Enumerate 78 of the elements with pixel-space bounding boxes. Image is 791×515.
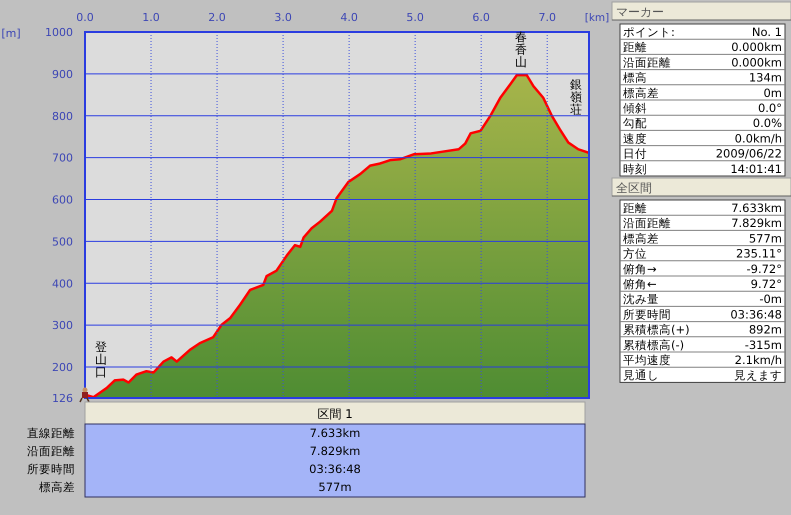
x-tick-label: 5.0 (406, 11, 424, 24)
text: 標高 (623, 70, 647, 85)
text: 日付 (623, 146, 647, 161)
text: 0m (763, 86, 782, 100)
text: 0.0km/h (734, 131, 782, 146)
text: 2.1km/h (734, 353, 782, 367)
text: 標高差 (623, 86, 659, 100)
text: 見通し (623, 368, 659, 382)
text: 892m (748, 322, 782, 337)
text: 所要時間 (27, 462, 75, 476)
text: 0.000km (731, 40, 782, 54)
text: 方位 (623, 246, 647, 261)
x-tick-label: 6.0 (472, 11, 490, 24)
text: 14:01:41 (730, 162, 782, 176)
text: 0.0% (752, 116, 782, 130)
text: 沿面距離 (27, 444, 75, 458)
text: 距離 (623, 201, 647, 215)
x-tick-label: 3.0 (274, 11, 292, 24)
text: 577m (318, 480, 352, 494)
text: 時刻 (623, 162, 647, 176)
text: 7.633km (310, 426, 360, 440)
text: 03:36:48 (309, 462, 361, 476)
y-tick-label: 300 (52, 319, 73, 332)
text: -0m (759, 292, 782, 306)
y-tick-label: 700 (52, 152, 73, 165)
text: 距離 (623, 40, 647, 54)
y-tick-label: 1000 (45, 26, 73, 39)
text: 沿面距離 (623, 216, 671, 230)
text: 全区間 (616, 181, 652, 195)
y-tick-label: 900 (52, 68, 73, 81)
text: 見えます (734, 368, 782, 382)
text: 7.829km (310, 444, 360, 458)
x-tick-label: 1.0 (142, 11, 160, 24)
text: 区間 1 (317, 407, 353, 421)
text: 0.0° (758, 101, 782, 115)
text: 沿面距離 (623, 55, 671, 70)
text: 俯角→ (623, 262, 657, 276)
text: 傾斜 (623, 101, 647, 115)
y-tick-label: 600 (52, 194, 73, 207)
text: 標高差 (39, 480, 75, 494)
text: 577m (748, 231, 782, 246)
text: 0.000km (731, 55, 782, 70)
text: -9.72° (746, 262, 782, 276)
text: マーカー (616, 5, 664, 19)
text: 俯角← (623, 277, 657, 291)
y-tick-label: 200 (52, 361, 73, 374)
text: 勾配 (623, 116, 647, 130)
text: 7.829km (731, 216, 782, 230)
text: 累積標高(+) (623, 322, 690, 337)
text: ポイント: (623, 25, 675, 39)
text: 所要時間 (623, 307, 671, 322)
annotation: 春香山 (514, 30, 527, 69)
text: 平均速度 (623, 353, 671, 367)
text: 累積標高(-) (623, 338, 684, 352)
y-axis-title: [m] (1, 27, 21, 40)
x-tick-label: 2.0 (208, 11, 226, 24)
text: 速度 (623, 131, 647, 146)
text: 2009/06/22 (716, 146, 782, 161)
x-axis-title: [km] (584, 12, 610, 24)
y-tick-label: 500 (52, 235, 73, 248)
y-tick-label: 400 (52, 277, 73, 290)
text: 03:36:48 (730, 307, 782, 322)
text: 沈み量 (623, 292, 659, 306)
text: 9.72° (750, 277, 782, 291)
x-tick-label: 4.0 (340, 11, 358, 24)
x-tick-label: 7.0 (538, 11, 556, 24)
text: 235.11° (736, 246, 782, 261)
text: 標高差 (623, 231, 659, 246)
text: 134m (748, 70, 782, 85)
text: 直線距離 (27, 426, 75, 440)
annotation: 登山口 (95, 340, 107, 379)
y-tick-label: 126 (52, 392, 73, 405)
text: 7.633km (731, 201, 782, 215)
y-tick-label: 800 (52, 110, 73, 123)
x-tick-label: 0.0 (76, 11, 94, 24)
text: -315m (744, 338, 782, 352)
text: No. 1 (752, 25, 782, 39)
annotation: 銀嶺荘 (570, 77, 582, 116)
